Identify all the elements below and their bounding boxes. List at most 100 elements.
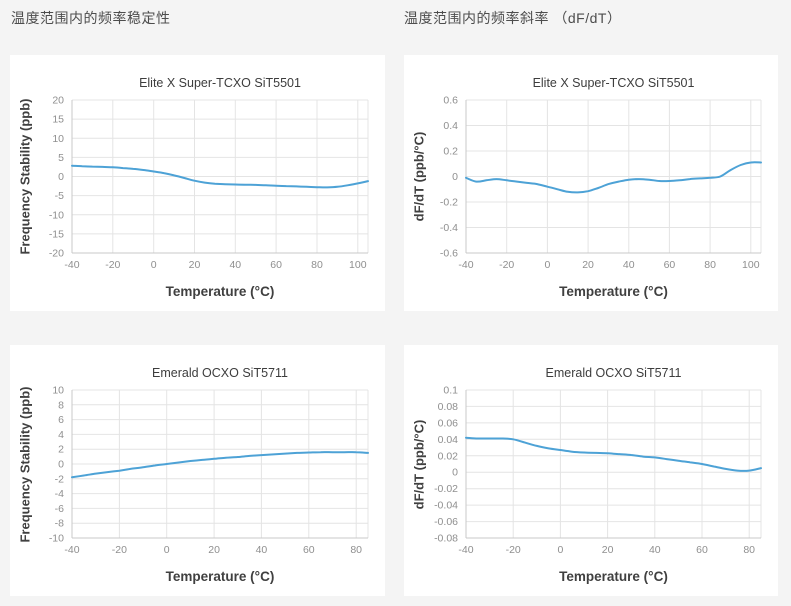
y-tick-label: -10 [49,533,64,545]
chart-title: Elite X Super-TCXO SiT5501 [532,76,695,90]
y-axis-label-text: dF/dT (ppb/°C) [411,131,427,222]
x-tick-label: 20 [582,259,594,271]
x-tick-label: 0 [151,259,157,271]
y-axis-label: Frequency Stability (ppb) [14,98,36,255]
x-axis-label: Temperature (°C) [559,569,668,584]
y-tick-label: 10 [52,133,64,145]
x-tick-label: -40 [458,544,473,556]
y-tick-label: -0.08 [434,533,458,545]
chart-plot: 0.6 0.4 0.2 0 -0.2 -0.4 -0.6 -40 -20 0 20 40 60 80 100 [404,55,778,311]
x-tick-label: 20 [602,544,614,556]
y-tick-label: -6 [55,503,64,515]
y-tick-label: 0.1 [443,385,458,397]
x-tick-label: 20 [208,544,220,556]
x-tick-label: 80 [704,259,716,271]
section-title-frequency-stability: 温度范围内的频率稳定性 [11,10,171,26]
y-tick-label: -2 [55,473,64,485]
y-tick-label: 0.4 [443,120,458,132]
chart-title: Emerald OCXO SiT5711 [152,366,288,380]
x-tick-label: -40 [64,544,79,556]
y-tick-label: -0.4 [440,222,458,234]
y-tick-label: 0.06 [438,417,459,429]
y-tick-label: 0.6 [443,95,458,107]
y-axis-label-text: Frequency Stability (ppb) [17,98,33,255]
x-tick-label: 0 [557,544,563,556]
x-axis-label: Temperature (°C) [165,569,275,584]
y-tick-label: 15 [52,114,64,126]
y-tick-label: 0 [58,171,64,183]
x-tick-label: 40 [229,259,241,271]
x-tick-label: -20 [105,259,120,271]
x-axis-label: Temperature (°C) [165,284,275,299]
y-tick-label: 4 [58,429,64,441]
x-tick-label: 60 [303,544,315,556]
y-axis-label: Frequency Stability (ppb) [14,386,36,542]
x-tick-label: -40 [458,259,473,271]
x-tick-label: -20 [499,259,514,271]
y-tick-label: -0.2 [440,197,458,209]
y-tick-label: 5 [58,152,64,164]
x-tick-label: 40 [649,544,661,556]
y-tick-label: 6 [58,414,64,426]
x-tick-label: 40 [623,259,635,271]
x-tick-label: 60 [696,544,708,556]
y-tick-label: 0.02 [438,450,459,462]
y-tick-label: 0.08 [438,401,459,413]
y-tick-label: -0.06 [434,516,458,528]
chart-title: Emerald OCXO SiT5711 [545,366,682,380]
x-tick-label: 80 [350,544,362,556]
chart-svg: 0.6 0.4 0.2 0 -0.2 -0.4 -0.6-40 -20 0 20 40 60 80 100 [440,95,762,271]
y-tick-label: -5 [55,190,64,202]
data-line [71,164,369,189]
y-tick-label: -4 [55,488,64,500]
x-tick-label: -40 [64,259,79,271]
data-line [71,451,369,479]
y-tick-label: -0.04 [434,500,458,512]
data-line [465,161,762,194]
y-axis-label-text: dF/dT (ppb/°C) [411,419,427,509]
y-tick-label: -0.02 [434,483,458,495]
section-title-frequency-slope: 温度范围内的频率斜率 （dF/dT） [404,10,622,26]
chart-plot: 0.1 0.08 0.06 0.04 0.02 0 -0.02 -0.04 -0.06 -0.08… [404,345,778,596]
x-tick-label: 0 [164,544,170,556]
y-tick-label: 10 [52,385,64,397]
y-tick-label: 20 [52,95,64,107]
x-tick-label: -20 [112,544,127,556]
chart-title: Elite X Super-TCXO SiT5501 [139,76,301,90]
y-tick-label: 0 [452,467,458,479]
x-axis-label: Temperature (°C) [559,284,668,299]
chart-panel-tcxo-slope: 0.6 0.4 0.2 0 -0.2 -0.4 -0.6 -40 -20 0 20 40 60 80 100… [404,55,778,311]
y-tick-label: 8 [58,399,64,411]
x-tick-label: 60 [270,259,282,271]
chart-plot: 20 15 10 5 0 -5 -10 -15 -20 -40 -20 0 20 40 60 80 100 [10,55,385,311]
x-tick-label: 80 [743,544,755,556]
y-tick-label: -8 [55,518,64,530]
y-axis-label: dF/dT (ppb/°C) [408,100,430,253]
y-tick-label: 0 [58,459,64,471]
y-tick-label: 0.2 [443,146,458,158]
x-tick-label: 80 [311,259,323,271]
data-line [465,436,762,472]
y-tick-label: -20 [49,248,64,260]
chart-panel-tcxo-stability: 20 15 10 5 0 -5 -10 -15 -20 -40 -20 0 20 40 60 80 100 El… [10,55,385,311]
x-tick-label: -20 [506,544,521,556]
x-tick-label: 100 [742,259,760,271]
y-tick-label: 2 [58,444,64,456]
y-axis-label: dF/dT (ppb/°C) [408,390,430,538]
chart-panel-ocxo-stability: 10 8 6 4 2 0 -2 -4 -6 -8 -10 -40 -20 0 20 40 60 80 Emeral… [10,345,385,596]
y-tick-label: 0.04 [438,434,459,446]
x-tick-label: 40 [256,544,268,556]
y-tick-label: -15 [49,228,64,240]
chart-panel-ocxo-slope: 0.1 0.08 0.06 0.04 0.02 0 -0.02 -0.04 -0.06 -0.08… [404,345,778,596]
chart-svg: 0.1 0.08 0.06 0.04 0.02 0 -0.02 -0.04 -0.06 -0.08… [434,385,762,556]
chart-plot: 10 8 6 4 2 0 -2 -4 -6 -8 -10 -40 -20 0 20 40 60 80 [10,345,385,596]
x-tick-label: 20 [189,259,201,271]
y-tick-label: 0 [452,171,458,183]
y-tick-label: -0.6 [440,248,458,260]
x-tick-label: 100 [349,259,367,271]
y-tick-label: -10 [49,209,64,221]
x-tick-label: 60 [664,259,676,271]
